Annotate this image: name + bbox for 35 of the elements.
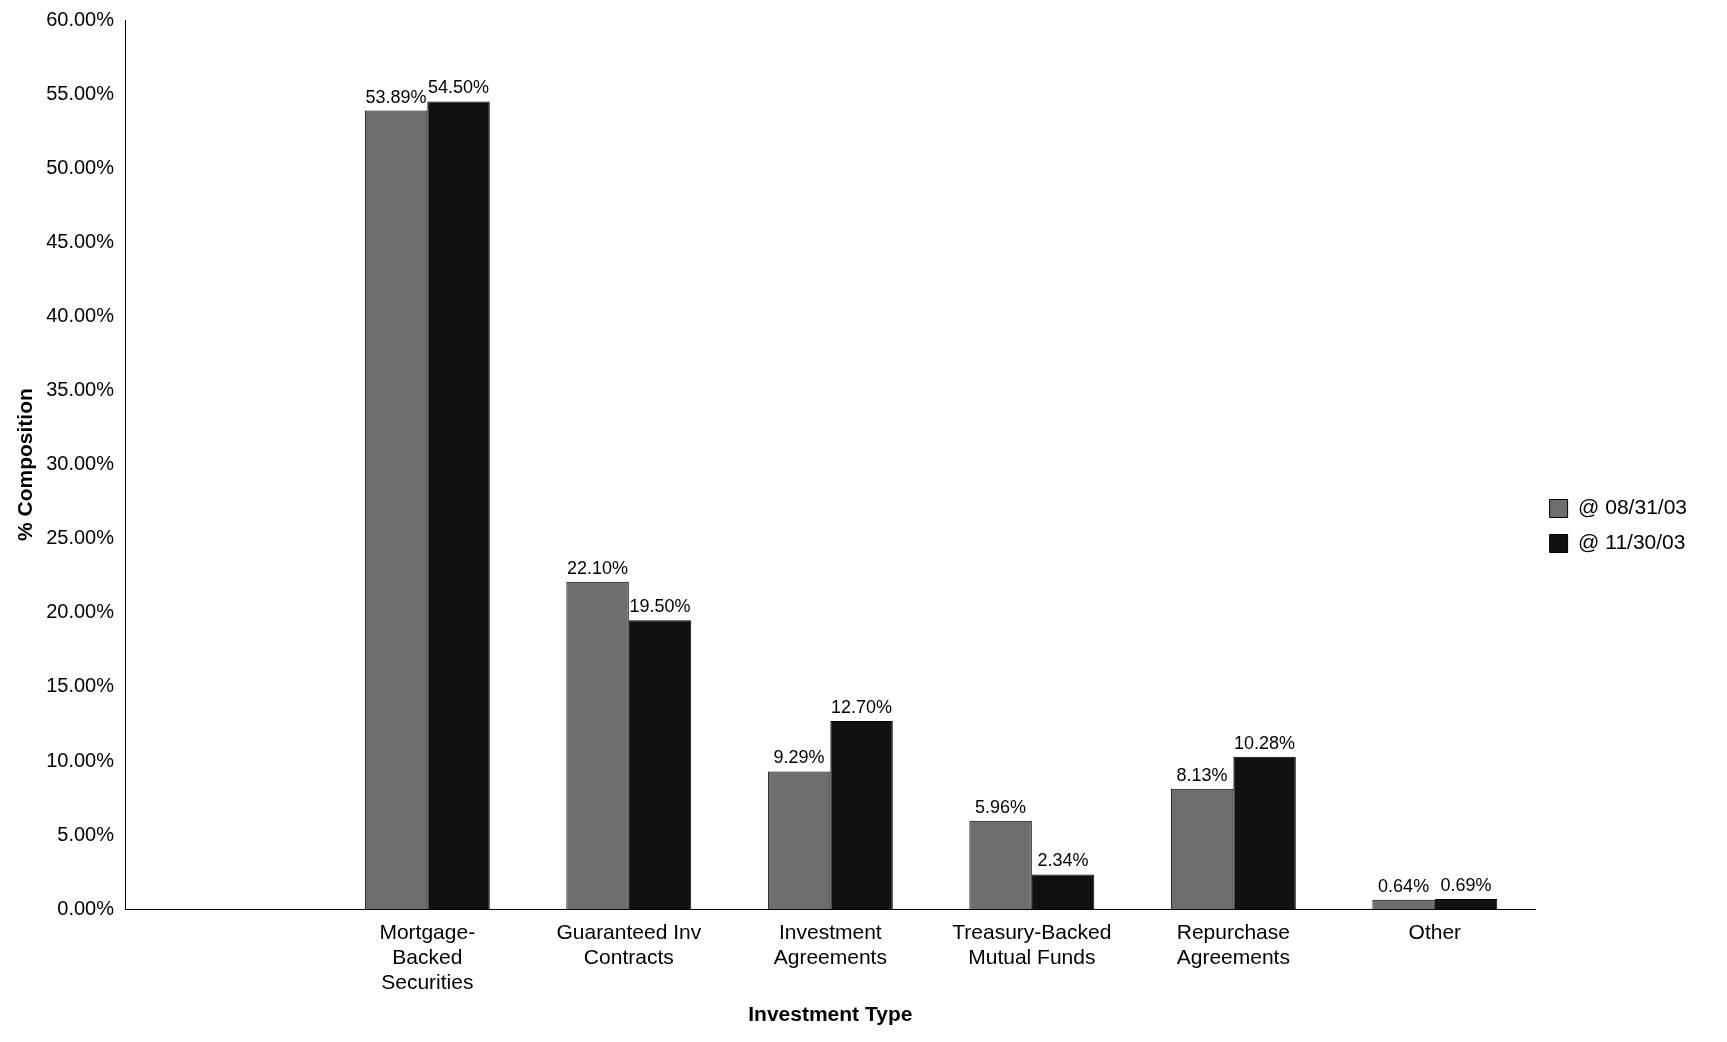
data-label: 10.28% [1234, 732, 1296, 753]
data-label: 9.29% [773, 747, 825, 768]
x-tick-label: Treasury-Backed Mutual Funds [952, 919, 1112, 968]
y-tick-label: 35.00% [46, 378, 115, 401]
data-label: 0.69% [1440, 874, 1492, 895]
y-tick-label: 60.00% [46, 7, 115, 30]
y-tick-label: 30.00% [46, 452, 115, 475]
data-label: 22.10% [567, 557, 629, 578]
y-tick-label: 5.00% [57, 822, 115, 845]
data-label: 53.89% [365, 86, 427, 107]
x-tick-label: Mortgage- Backed Securities [379, 919, 476, 993]
y-tick-label: 50.00% [46, 155, 115, 178]
data-label: 12.70% [831, 696, 893, 717]
x-tick-label: Guaranteed Inv Contracts [556, 919, 702, 968]
x-tick-label: Repurchase Agreements [1176, 919, 1290, 968]
x-tick-label: Other [1408, 919, 1462, 943]
x-axis-title: Investment Type [748, 1002, 913, 1026]
y-tick-label: 10.00% [46, 748, 115, 771]
y-tick-label: 0.00% [57, 896, 115, 919]
data-label: 8.13% [1176, 764, 1228, 785]
y-tick-label: 15.00% [46, 674, 115, 697]
x-tick-label: Investment Agreements [773, 919, 887, 968]
legend-label: @ 11/30/03 [1578, 530, 1686, 554]
data-label: 54.50% [428, 77, 490, 98]
y-tick-label: 40.00% [46, 303, 115, 326]
y-tick-label: 20.00% [46, 600, 115, 623]
y-tick-label: 45.00% [46, 229, 115, 252]
data-label: 19.50% [629, 596, 691, 617]
y-tick-label: 25.00% [46, 526, 115, 549]
data-label: 5.96% [975, 796, 1027, 817]
data-label: 2.34% [1037, 850, 1089, 871]
y-tick-label: 55.00% [46, 81, 115, 104]
y-axis-title: % Composition [13, 388, 37, 542]
legend-label: @ 08/31/03 [1578, 495, 1688, 519]
data-label: 0.64% [1378, 875, 1430, 896]
